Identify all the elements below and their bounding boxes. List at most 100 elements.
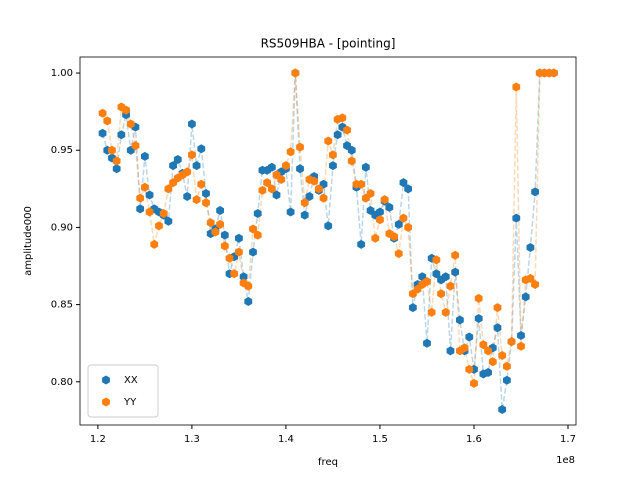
- data-point: [333, 130, 342, 140]
- data-point: [159, 209, 168, 219]
- data-point: [197, 144, 206, 154]
- data-point: [371, 233, 380, 243]
- data-point: [140, 151, 149, 161]
- x-tick-label: 1.5: [372, 434, 388, 445]
- data-point: [108, 145, 116, 155]
- data-point: [531, 280, 539, 290]
- data-point: [310, 176, 319, 186]
- data-point: [244, 297, 253, 307]
- data-point: [300, 198, 309, 208]
- data-point: [441, 307, 450, 317]
- data-point: [394, 219, 403, 229]
- data-point: [103, 116, 112, 126]
- data-point: [305, 192, 314, 202]
- data-point: [202, 198, 210, 208]
- data-point: [267, 184, 276, 194]
- data-point: [465, 332, 474, 342]
- data-point: [390, 232, 398, 242]
- data-point: [502, 375, 511, 385]
- data-point: [155, 221, 163, 231]
- data-point: [432, 255, 441, 265]
- data-point: [249, 224, 257, 234]
- data-point: [136, 204, 145, 214]
- data-point: [98, 108, 107, 118]
- data-point: [399, 213, 408, 223]
- data-point: [498, 351, 507, 361]
- data-point: [216, 205, 224, 215]
- data-point: [502, 361, 511, 371]
- data-point: [126, 119, 135, 129]
- data-point: [329, 150, 337, 160]
- y-tick-label: 0.85: [51, 300, 73, 311]
- legend-marker: [102, 375, 110, 385]
- data-point: [267, 162, 276, 172]
- data-point: [460, 343, 469, 353]
- x-tick-label: 1.2: [90, 434, 106, 445]
- data-point: [192, 161, 201, 171]
- data-point: [188, 119, 196, 129]
- data-point: [277, 175, 286, 185]
- data-point: [206, 218, 215, 228]
- data-point: [300, 210, 309, 220]
- data-point: [183, 192, 192, 202]
- data-point: [216, 219, 224, 229]
- x-offset-label: 1e8: [556, 455, 575, 466]
- data-point: [531, 187, 539, 197]
- data-point: [140, 182, 149, 192]
- data-point: [366, 188, 375, 198]
- data-point: [376, 215, 384, 225]
- data-point: [169, 161, 177, 171]
- data-point: [512, 213, 521, 223]
- data-point: [432, 269, 441, 279]
- data-point: [550, 68, 558, 78]
- data-point: [437, 289, 445, 299]
- data-point: [404, 184, 413, 194]
- data-point: [263, 178, 272, 188]
- data-point: [470, 378, 478, 388]
- data-point: [258, 185, 267, 195]
- data-point: [394, 249, 403, 259]
- data-point: [517, 341, 525, 351]
- legend-marker: [102, 397, 110, 407]
- data-point: [117, 130, 126, 140]
- legend-box: [87, 364, 159, 418]
- data-point: [451, 250, 460, 260]
- data-point: [173, 155, 182, 164]
- data-point: [150, 239, 159, 249]
- data-point: [423, 338, 431, 348]
- data-point: [474, 313, 483, 323]
- data-point: [239, 272, 248, 282]
- data-point: [253, 230, 262, 240]
- data-point: [484, 346, 492, 356]
- chart-title: RS509HBA - [pointing]: [261, 37, 396, 51]
- data-point: [286, 147, 295, 157]
- data-point: [493, 323, 502, 333]
- data-point: [517, 330, 525, 340]
- data-point: [465, 364, 474, 374]
- data-point: [314, 184, 323, 194]
- data-point: [446, 281, 455, 291]
- data-point: [164, 184, 173, 194]
- legend-label: XX: [124, 375, 138, 386]
- data-point: [427, 307, 436, 317]
- data-point: [230, 269, 239, 279]
- data-point: [183, 167, 192, 177]
- data-point: [451, 267, 460, 277]
- data-point: [272, 190, 281, 200]
- data-point: [441, 272, 450, 282]
- data-point: [484, 368, 492, 378]
- data-point: [282, 161, 290, 171]
- data-point: [329, 161, 337, 171]
- x-axis-label: freq: [318, 457, 338, 468]
- x-tick-label: 1.3: [184, 434, 200, 445]
- data-point: [380, 195, 389, 205]
- data-point: [164, 216, 173, 226]
- data-point: [347, 156, 356, 166]
- data-point: [136, 193, 145, 203]
- data-point: [385, 202, 394, 212]
- data-point: [404, 222, 413, 232]
- data-point: [131, 141, 140, 151]
- data-point: [296, 164, 304, 174]
- y-axis-label: amplitude000: [23, 206, 34, 276]
- data-point: [253, 209, 262, 219]
